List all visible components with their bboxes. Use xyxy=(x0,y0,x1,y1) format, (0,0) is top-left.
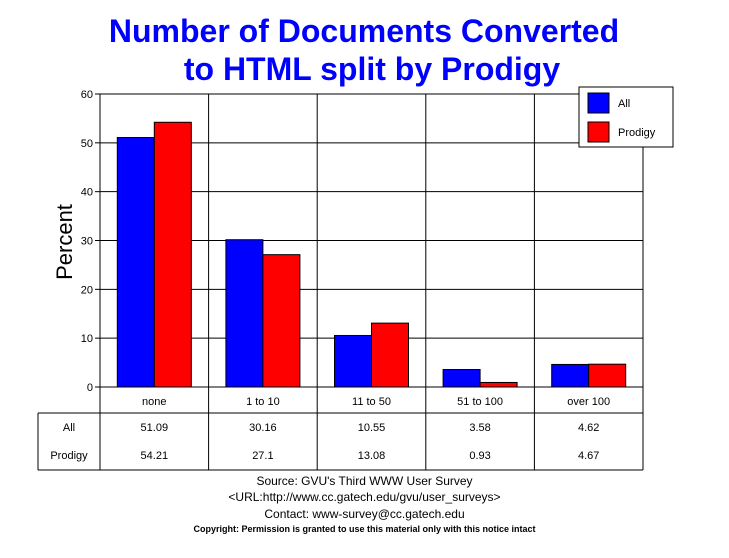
y-tick-label: 60 xyxy=(81,89,93,101)
table-row-label: All xyxy=(63,422,75,434)
table-cell: 3.58 xyxy=(469,422,490,434)
bar-prodigy-3 xyxy=(479,381,518,388)
table-cell: 4.67 xyxy=(578,450,599,462)
y-tick-label: 50 xyxy=(81,138,93,150)
y-axis-label: Percent xyxy=(52,204,77,280)
y-tick-label: 10 xyxy=(81,333,93,345)
legend-label-prodigy: Prodigy xyxy=(618,127,656,139)
footer-source: Source: GVU's Third WWW User Survey xyxy=(256,474,473,488)
chart-title-line1: Number of Documents Converted xyxy=(109,13,619,49)
bar-all-3 xyxy=(442,369,481,388)
table-cell: 0.93 xyxy=(469,450,490,462)
x-tick-label: 11 to 50 xyxy=(352,396,391,408)
table-cell: 30.16 xyxy=(249,422,277,434)
table-row-label: Prodigy xyxy=(50,450,88,462)
bar-all-0 xyxy=(116,137,155,388)
legend-label-all: All xyxy=(618,98,630,110)
footer-contact: Contact: www-survey@cc.gatech.edu xyxy=(264,507,465,521)
x-tick-label: none xyxy=(142,396,166,408)
chart-title-line2: to HTML split by Prodigy xyxy=(184,51,561,87)
bar-prodigy-2 xyxy=(371,322,409,388)
table-cell: 4.62 xyxy=(578,422,599,434)
table-cell: 54.21 xyxy=(141,450,169,462)
table-cell: 51.09 xyxy=(141,422,169,434)
y-tick-label: 30 xyxy=(81,236,93,248)
bar-prodigy-1 xyxy=(262,254,301,388)
table-cell: 10.55 xyxy=(358,422,386,434)
legend-swatch-all xyxy=(587,92,610,114)
bar-prodigy-4 xyxy=(588,363,627,388)
y-tick-label: 0 xyxy=(87,382,93,394)
bar-prodigy-0 xyxy=(153,121,192,388)
bar-all-1 xyxy=(225,239,264,388)
x-tick-label: over 100 xyxy=(567,396,610,408)
y-tick-label: 20 xyxy=(81,284,93,296)
table-cell: 13.08 xyxy=(358,450,386,462)
bar-all-2 xyxy=(334,334,372,388)
bar-all-4 xyxy=(551,363,590,388)
footer-url: <URL:http://www.cc.gatech.edu/gvu/user_s… xyxy=(228,490,501,504)
table-cell: 27.1 xyxy=(252,450,273,462)
footer-copyright: Copyright: Permission is granted to use … xyxy=(193,524,536,534)
x-tick-label: 51 to 100 xyxy=(457,396,503,408)
legend-swatch-prodigy xyxy=(587,121,610,143)
y-tick-label: 40 xyxy=(81,187,93,199)
x-tick-label: 1 to 10 xyxy=(246,396,280,408)
